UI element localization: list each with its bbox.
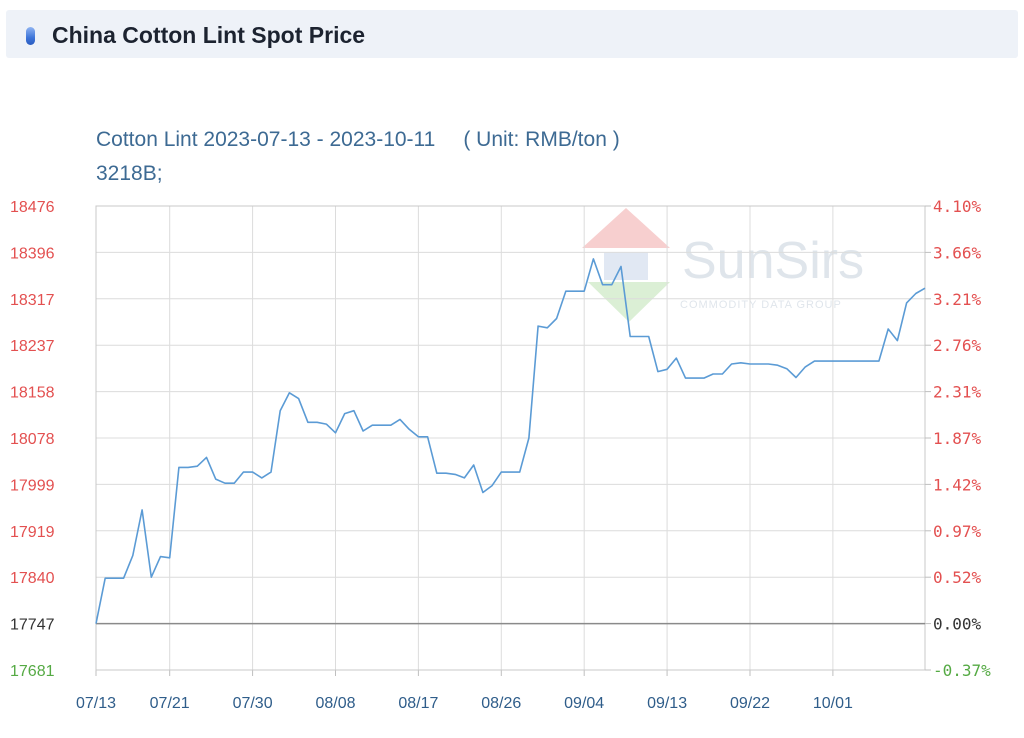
y-axis-right-labels: -0.37% 0.00% 0.52% 0.97% 1.42% 1.87% 2.31% 2.76… [933,197,991,680]
x-tick-label: 09/04 [564,695,604,712]
y-tick-label-right: 2.31% [933,383,982,402]
y-tick-label-left: 17747 [10,617,55,634]
y-tick-label-right: -0.37% [933,661,991,680]
y-tick-label-left: 18078 [10,431,55,448]
y-axis-left-labels: 17681 17747 17840 17919 17999 18078 18158 18237… [10,199,55,680]
chart-subtitle: 3218B; [96,162,163,185]
y-tick-label-right: 2.76% [933,336,982,355]
watermark-tagline: COMMODITY DATA GROUP [680,299,842,311]
y-tick-label-left: 18396 [10,245,55,262]
chart-axes [95,205,931,676]
panel-title: China Cotton Lint Spot Price [52,22,366,48]
x-tick-label: 07/30 [233,695,273,712]
watermark-logo-box [604,252,648,280]
x-tick-label: 09/22 [730,695,770,712]
y-tick-label-right: 0.52% [933,568,982,587]
y-tick-label-left: 17681 [10,663,55,680]
x-tick-label: 08/17 [398,695,438,712]
y-tick-label-left: 17919 [10,524,55,541]
y-tick-label-right: 3.21% [933,290,982,309]
y-tick-label-right: 3.66% [933,243,982,262]
x-tick-label: 10/01 [813,695,853,712]
y-tick-label-left: 17840 [10,570,55,587]
panel-header: China Cotton Lint Spot Price [6,10,1018,58]
y-tick-label-right: 0.97% [933,522,982,541]
x-tick-label: 08/26 [481,695,521,712]
header-bullet-icon [26,27,35,45]
sunsirs-watermark: SunSirs COMMODITY DATA GROUP [582,208,864,322]
watermark-brand: SunSirs [682,232,864,290]
chart-grid [96,206,925,670]
y-tick-label-left: 18237 [10,338,55,355]
y-tick-label-right: 1.42% [933,475,982,494]
watermark-logo-green-triangle [588,282,670,322]
series-layer [95,258,926,624]
y-tick-label-left: 17999 [10,477,55,494]
x-tick-label: 07/21 [150,695,190,712]
x-tick-label: 08/08 [315,695,355,712]
x-axis-labels: 07/13 07/21 07/30 08/08 08/17 08/26 09/04 09/13… [76,695,853,712]
y-tick-label-left: 18476 [10,199,55,216]
x-tick-label: 09/13 [647,695,687,712]
y-tick-label-left: 18317 [10,292,55,309]
watermark-logo-red-triangle [582,208,670,248]
y-tick-label-right: 1.87% [933,429,982,448]
chart-title: Cotton Lint 2023-07-13 - 2023-10-11 ( Uni… [96,128,620,152]
price-series-line [95,258,926,624]
chart-title-text: Cotton Lint 2023-07-13 - 2023-10-11 [96,128,436,151]
y-tick-label-left: 18158 [10,385,55,402]
chart-unit: ( Unit: RMB/ton ) [463,128,620,151]
y-tick-label-right: 4.10% [933,197,982,216]
x-tick-label: 07/13 [76,695,116,712]
y-tick-label-right: 0.00% [933,615,982,634]
